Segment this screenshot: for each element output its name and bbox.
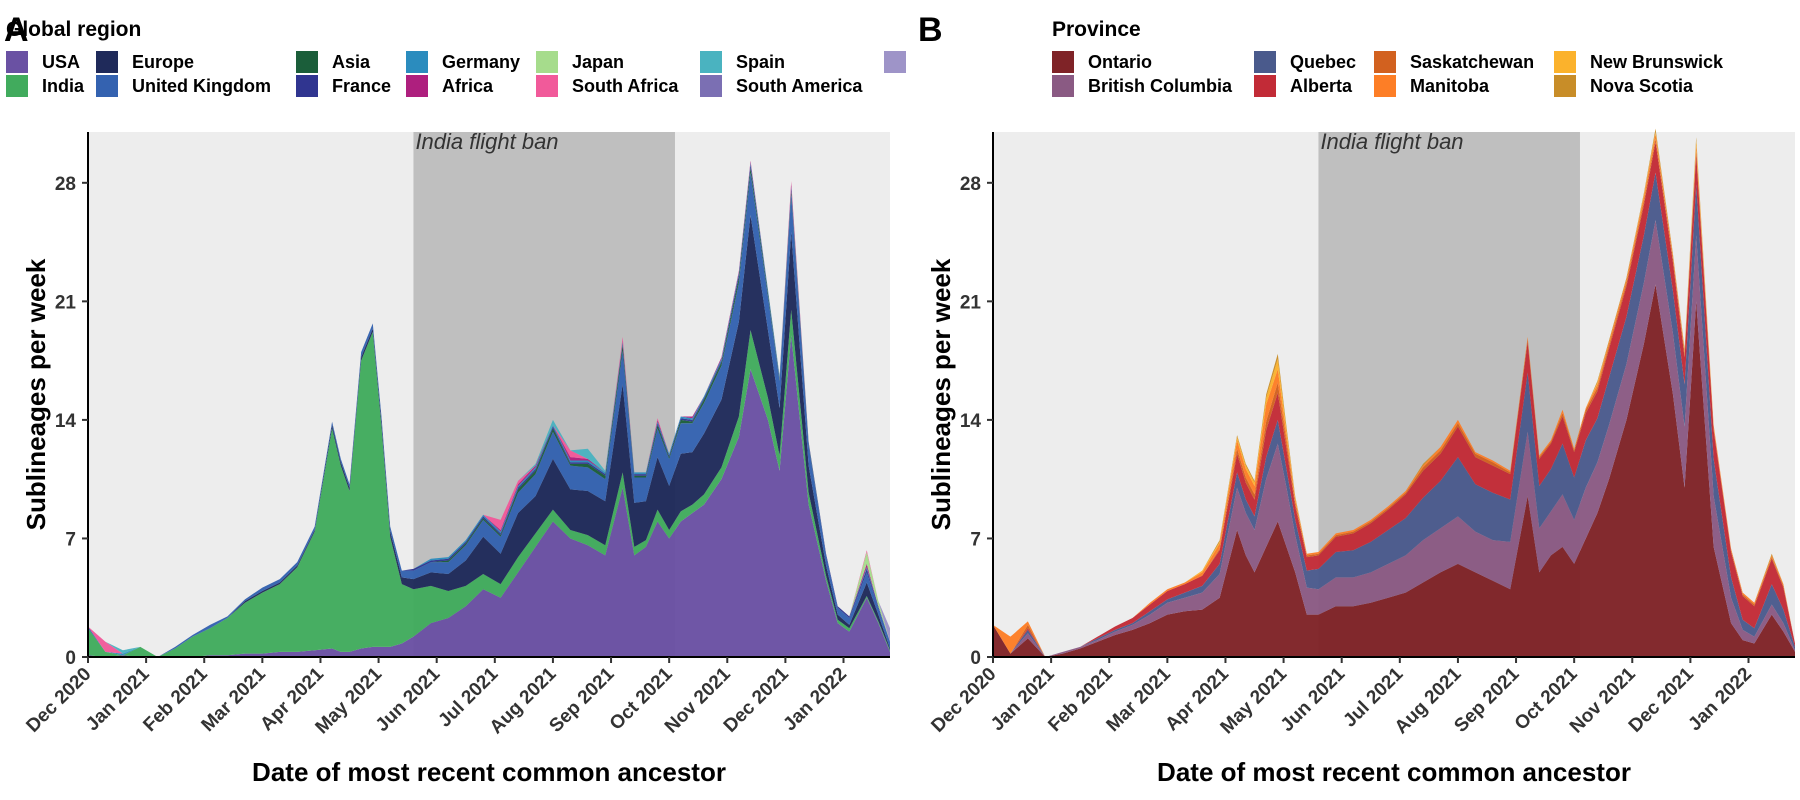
legend-swatch	[1052, 51, 1074, 73]
legend-swatch	[536, 75, 558, 97]
y-tick-label: 28	[960, 174, 981, 195]
y-tick-label: 21	[55, 292, 77, 313]
legend-swatch	[1554, 75, 1576, 97]
legend-swatch	[96, 51, 118, 73]
x-tick-label: Sep 2021	[545, 663, 618, 736]
legend-swatch	[1374, 75, 1396, 97]
legend-label: Quebec	[1290, 52, 1356, 72]
legend-label: New Brunswick	[1590, 52, 1724, 72]
y-tick-label: 14	[960, 411, 982, 432]
legend-label: USA	[42, 52, 80, 72]
legend-label: Saskatchewan	[1410, 52, 1534, 72]
legend-label: Ontario	[1088, 52, 1152, 72]
legend-swatch	[406, 51, 428, 73]
panel-letter: A	[4, 11, 29, 49]
annotation-label: India flight ban	[1320, 129, 1463, 154]
legend-label: Africa	[442, 76, 494, 96]
legend-label: United Kingdom	[132, 76, 271, 96]
legend-swatch	[700, 51, 722, 73]
panel-letter: B	[918, 11, 943, 49]
legend-swatch	[536, 51, 558, 73]
legend-swatch	[6, 75, 28, 97]
legend-label: France	[332, 76, 391, 96]
x-tick-label: Mar 2021	[198, 663, 271, 736]
area-series-british-columbia	[993, 220, 1795, 657]
x-axis-title: Date of most recent common ancestor	[1157, 757, 1631, 787]
legend-title: Global region	[6, 18, 141, 41]
legend-swatch	[1554, 51, 1576, 73]
y-axis-title: Sublineages per week	[926, 258, 956, 530]
y-tick-label: 7	[65, 529, 76, 550]
legend-swatch	[1374, 51, 1396, 73]
legend-label: Spain	[736, 52, 785, 72]
legend-swatch	[296, 75, 318, 97]
legend-swatch	[6, 51, 28, 73]
area-series-quebec	[993, 172, 1795, 658]
legend-label: India	[42, 76, 85, 96]
annotation-label: India flight ban	[415, 129, 558, 154]
area-series-ontario	[993, 284, 1795, 657]
x-tick-label: Mar 2021	[1103, 663, 1176, 736]
x-tick-label: Dec 2020	[22, 664, 95, 737]
legend-swatch	[96, 75, 118, 97]
y-tick-label: 14	[55, 411, 77, 432]
y-tick-label: 0	[65, 648, 76, 669]
legend-label: Alberta	[1290, 76, 1353, 96]
legend-swatch	[884, 51, 906, 73]
legend-title: Province	[1052, 18, 1141, 41]
y-tick-label: 21	[960, 292, 982, 313]
legend-swatch	[296, 51, 318, 73]
x-tick-label: Dec 2020	[927, 664, 1000, 737]
x-tick-label: Dec 2021	[720, 663, 793, 736]
y-tick-label: 28	[55, 174, 76, 195]
x-tick-label: Jun 2021	[1277, 663, 1350, 736]
y-tick-label: 7	[970, 529, 981, 550]
area-series-usa	[88, 335, 890, 657]
x-tick-label: Jun 2021	[372, 663, 445, 736]
legend-swatch	[1052, 75, 1074, 97]
legend-label: Nova Scotia	[1590, 76, 1694, 96]
legend-label: South Africa	[572, 76, 679, 96]
x-tick-label: Jan 2022	[1684, 664, 1756, 736]
legend-label: Asia	[332, 52, 371, 72]
x-tick-label: Sep 2021	[1450, 663, 1523, 736]
y-tick-label: 0	[970, 648, 981, 669]
x-tick-label: Jan 2022	[779, 664, 851, 736]
legend-label: Germany	[442, 52, 520, 72]
legend-label: South America	[736, 76, 863, 96]
x-tick-label: Dec 2021	[1625, 663, 1698, 736]
legend-label: Manitoba	[1410, 76, 1490, 96]
x-axis-title: Date of most recent common ancestor	[252, 757, 726, 787]
legend-label: British Columbia	[1088, 76, 1233, 96]
legend-swatch	[1254, 75, 1276, 97]
y-axis-title: Sublineages per week	[21, 258, 51, 530]
area-series-india	[88, 309, 890, 657]
legend-label: Europe	[132, 52, 194, 72]
area-series-europe	[88, 214, 890, 657]
legend-label: Japan	[572, 52, 624, 72]
legend-swatch	[406, 75, 428, 97]
legend-swatch	[700, 75, 722, 97]
legend-swatch	[1254, 51, 1276, 73]
